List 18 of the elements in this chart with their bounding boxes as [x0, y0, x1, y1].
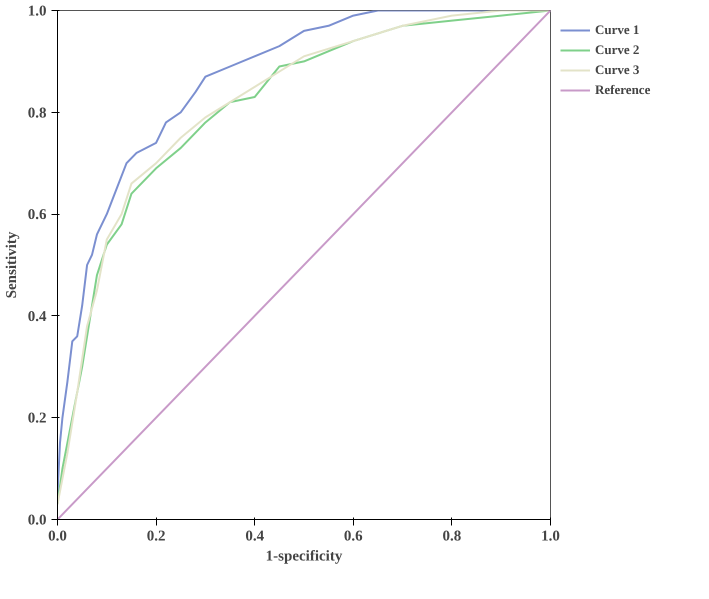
- legend-label: Curve 1: [595, 22, 640, 38]
- x-tick-label: 0.6: [344, 528, 364, 544]
- y-axis-title: Sensitivity: [4, 231, 20, 298]
- legend-label: Reference: [595, 82, 650, 98]
- y-tick-label: 0.6: [28, 207, 47, 224]
- x-tick-label: 0.0: [48, 528, 67, 544]
- x-axis-title: 1-specificity: [266, 548, 343, 564]
- x-tick-label: 0.8: [442, 528, 462, 544]
- y-tick-label: 0.4: [28, 308, 47, 325]
- y-tick-label: 0.8: [28, 105, 46, 122]
- x-tick-label: 0.4: [245, 528, 265, 544]
- x-tick-label: 0.2: [146, 528, 166, 544]
- x-tick-label: 1.0: [541, 528, 560, 544]
- legend-label: Curve 2: [595, 42, 640, 58]
- y-tick-label: 0.2: [28, 410, 46, 427]
- legend-label: Curve 3: [595, 62, 640, 78]
- y-tick-label: 1.0: [28, 4, 46, 20]
- y-tick-label: 0.0: [28, 512, 46, 528]
